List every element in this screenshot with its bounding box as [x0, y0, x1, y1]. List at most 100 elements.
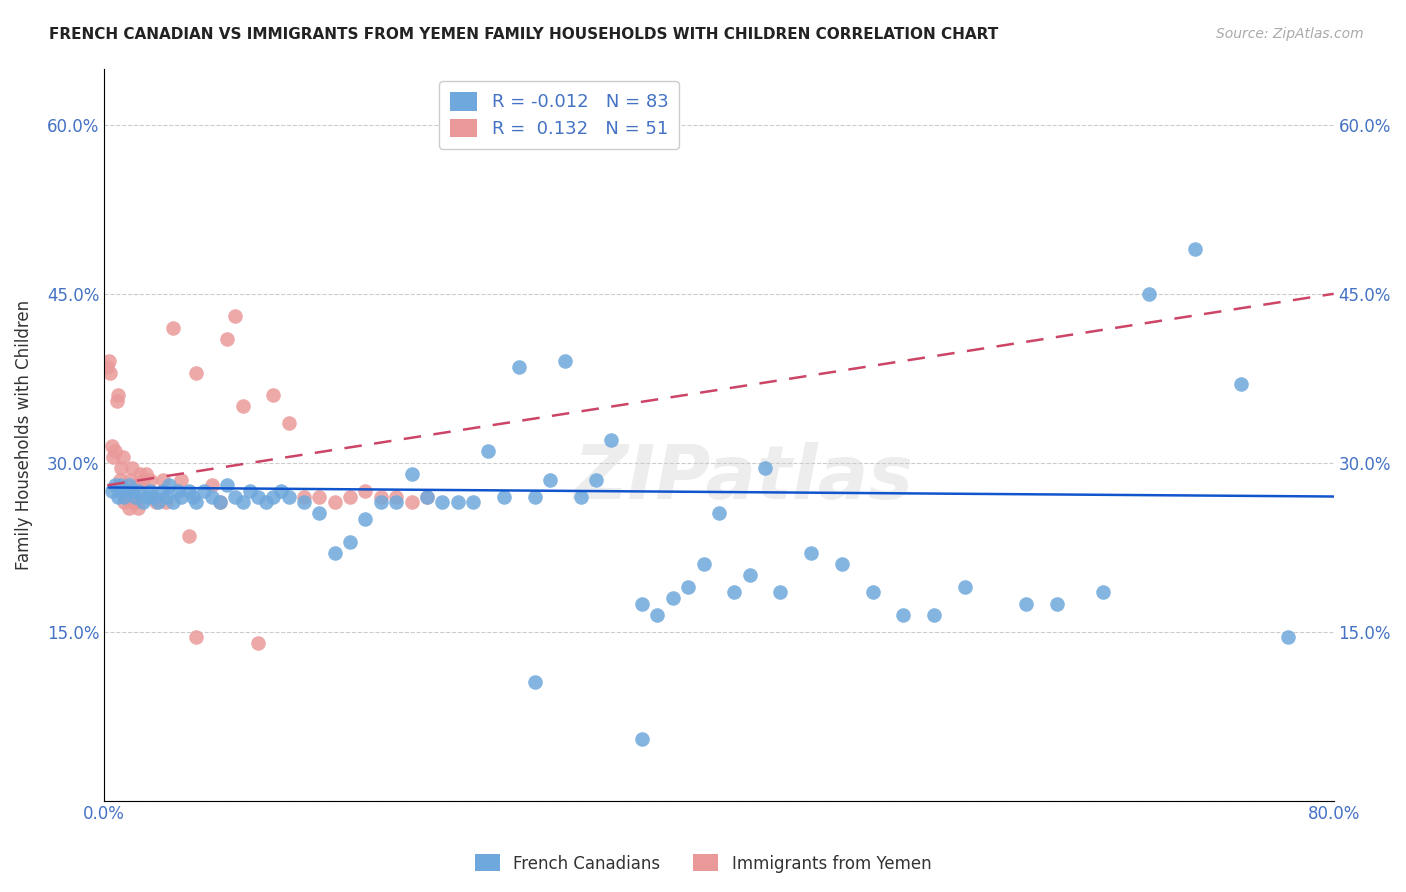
- Point: [292, 490, 315, 504]
- Point: [232, 400, 254, 414]
- Point: [1092, 585, 1115, 599]
- Point: [208, 495, 231, 509]
- Point: [707, 507, 730, 521]
- Point: [107, 388, 129, 402]
- Point: [145, 495, 167, 509]
- Point: [157, 478, 180, 492]
- Point: [447, 495, 470, 509]
- Point: [554, 354, 576, 368]
- Point: [101, 439, 124, 453]
- Point: [1015, 597, 1038, 611]
- Point: [170, 490, 193, 504]
- Point: [96, 359, 118, 374]
- Point: [104, 478, 127, 492]
- Point: [262, 490, 284, 504]
- Point: [155, 490, 177, 504]
- Point: [401, 495, 423, 509]
- Point: [162, 495, 184, 509]
- Point: [891, 607, 914, 622]
- Point: [152, 483, 174, 498]
- Point: [523, 490, 546, 504]
- Point: [136, 490, 159, 504]
- Point: [769, 585, 792, 599]
- Point: [131, 473, 153, 487]
- Point: [111, 483, 134, 498]
- Point: [142, 490, 165, 504]
- Point: [416, 490, 439, 504]
- Point: [142, 490, 165, 504]
- Point: [569, 490, 592, 504]
- Point: [121, 461, 143, 475]
- Point: [800, 546, 823, 560]
- Point: [97, 354, 120, 368]
- Point: [108, 478, 131, 492]
- Point: [127, 483, 149, 498]
- Point: [339, 534, 361, 549]
- Point: [692, 557, 714, 571]
- Point: [308, 490, 330, 504]
- Text: Source: ZipAtlas.com: Source: ZipAtlas.com: [1216, 27, 1364, 41]
- Point: [186, 366, 208, 380]
- Point: [217, 332, 239, 346]
- Point: [738, 568, 761, 582]
- Point: [631, 731, 654, 746]
- Point: [208, 495, 231, 509]
- Point: [155, 495, 177, 509]
- Point: [862, 585, 884, 599]
- Point: [117, 483, 139, 498]
- Point: [831, 557, 853, 571]
- Point: [416, 490, 439, 504]
- Point: [239, 483, 262, 498]
- Point: [1230, 376, 1253, 391]
- Point: [723, 585, 745, 599]
- Point: [128, 467, 150, 481]
- Point: [600, 433, 623, 447]
- Point: [107, 490, 129, 504]
- Point: [508, 359, 530, 374]
- Point: [118, 478, 141, 492]
- Point: [110, 461, 132, 475]
- Point: [100, 366, 122, 380]
- Point: [1046, 597, 1069, 611]
- Point: [112, 495, 135, 509]
- Legend: French Canadians, Immigrants from Yemen: French Canadians, Immigrants from Yemen: [468, 847, 938, 880]
- Point: [105, 393, 128, 408]
- Point: [477, 444, 499, 458]
- Point: [122, 495, 145, 509]
- Point: [167, 483, 190, 498]
- Point: [131, 495, 153, 509]
- Point: [124, 495, 146, 509]
- Point: [135, 467, 157, 481]
- Point: [127, 500, 149, 515]
- Point: [139, 483, 162, 498]
- Point: [461, 495, 484, 509]
- Point: [1137, 286, 1160, 301]
- Point: [401, 467, 423, 481]
- Point: [201, 490, 224, 504]
- Point: [232, 495, 254, 509]
- Point: [323, 546, 346, 560]
- Point: [108, 473, 131, 487]
- Point: [270, 483, 292, 498]
- Legend: R = -0.012   N = 83, R =  0.132   N = 51: R = -0.012 N = 83, R = 0.132 N = 51: [439, 81, 679, 149]
- Point: [1184, 242, 1206, 256]
- Point: [224, 310, 246, 324]
- Point: [152, 473, 174, 487]
- Point: [146, 495, 169, 509]
- Point: [201, 478, 224, 492]
- Point: [224, 490, 246, 504]
- Point: [492, 490, 515, 504]
- Point: [308, 507, 330, 521]
- Y-axis label: Family Households with Children: Family Households with Children: [15, 300, 32, 570]
- Point: [631, 597, 654, 611]
- Point: [323, 495, 346, 509]
- Point: [246, 490, 269, 504]
- Point: [186, 630, 208, 644]
- Point: [354, 483, 377, 498]
- Text: ZIPatlas: ZIPatlas: [574, 442, 914, 515]
- Point: [1277, 630, 1299, 644]
- Point: [101, 483, 124, 498]
- Point: [385, 490, 408, 504]
- Point: [139, 473, 162, 487]
- Point: [370, 490, 392, 504]
